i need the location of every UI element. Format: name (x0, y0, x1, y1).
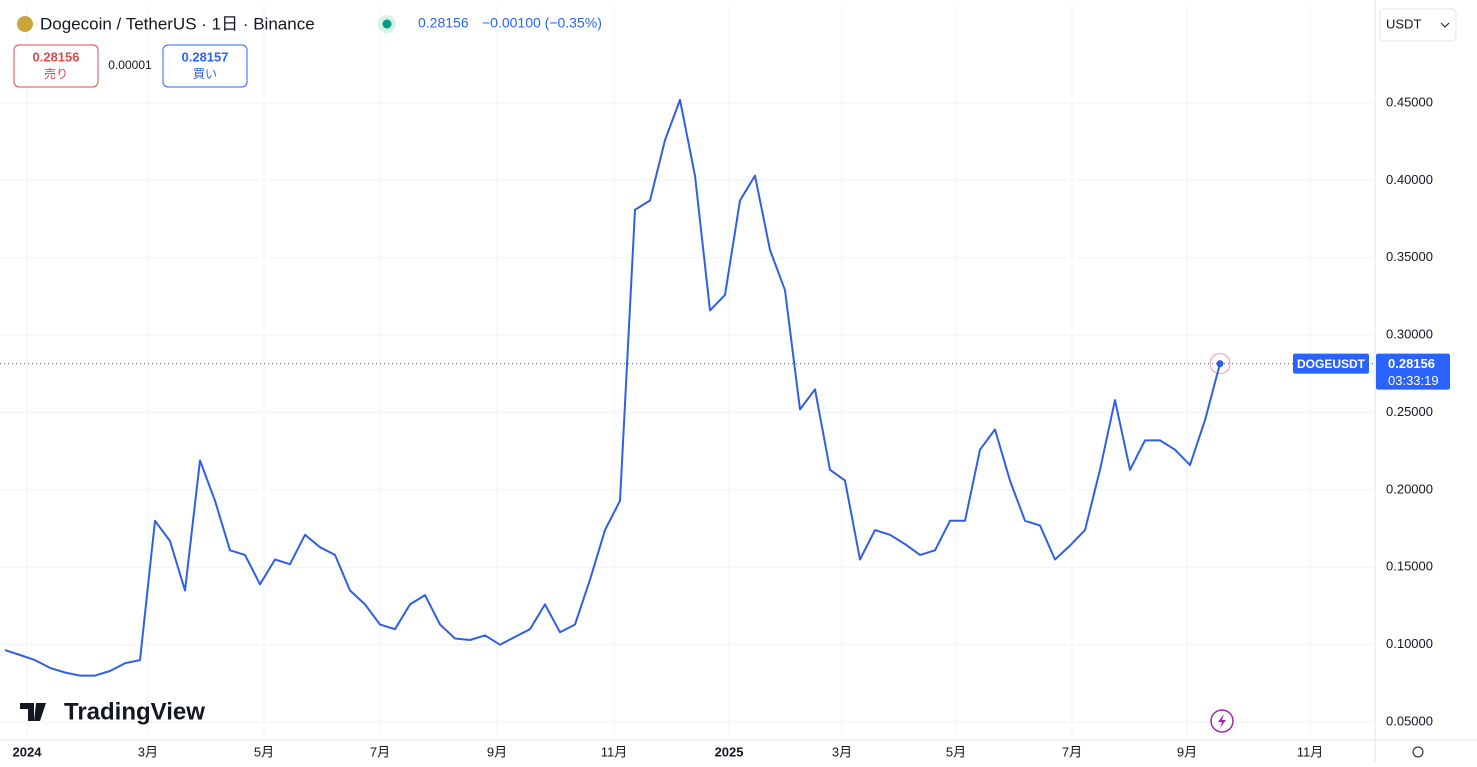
price-tag (1376, 353, 1450, 390)
status-dot (382, 19, 392, 29)
price-tag-value: 0.28156 (1388, 356, 1435, 371)
sell-button[interactable] (13, 44, 99, 88)
x-tick-label: 3月 (138, 744, 158, 759)
y-tick-label: 0.40000 (1386, 172, 1433, 187)
x-tick-label: 11月 (601, 744, 628, 759)
symbol-tag (1293, 353, 1369, 374)
currency: USDT (1386, 16, 1421, 31)
x-tick-label: 3月 (832, 744, 852, 759)
y-tick-label: 0.35000 (1386, 249, 1433, 264)
x-tick-label: 5月 (254, 744, 274, 759)
currency-select[interactable] (1379, 8, 1457, 42)
y-tick-label: 0.15000 (1386, 559, 1433, 574)
logo-icon (20, 703, 46, 721)
sell-label: 売り (44, 66, 68, 81)
buy-label: 買い (193, 67, 217, 81)
x-tick-label: 7月 (370, 744, 390, 759)
x-tick-label: 9月 (487, 744, 507, 759)
y-tick-label: 0.30000 (1386, 327, 1433, 342)
flash-glyph (1218, 714, 1226, 728)
y-tick-label: 0.45000 (1386, 94, 1433, 109)
y-tick-label: 0.10000 (1386, 636, 1433, 651)
price-line (4, 98, 1221, 677)
y-tick-label: 0.05000 (1386, 713, 1433, 728)
dropdown-arrow (1440, 22, 1450, 28)
x-tick-label: 9月 (1177, 744, 1197, 759)
buy-button[interactable] (162, 44, 248, 88)
symbol-title: Dogecoin / TetherUS · 1日 · Binance (40, 14, 315, 33)
last-price: 0.28156 (418, 15, 469, 31)
symbol-label: DOGEUSDT (1297, 357, 1366, 371)
countdown: 03:33:19 (1388, 373, 1439, 388)
price-change: −0.00100 (−0.35%) (482, 15, 602, 31)
x-tick-label: 2025 (715, 744, 744, 759)
logo: TradingView (64, 698, 205, 725)
x-tick-label: 2024 (13, 744, 43, 759)
y-tick-label: 0.20000 (1386, 481, 1433, 496)
x-tick-label: 7月 (1062, 744, 1082, 759)
buy-price: 0.28157 (182, 49, 229, 64)
settings-icon[interactable] (1412, 746, 1424, 758)
y-tick-label: 0.25000 (1386, 404, 1433, 419)
coin-icon (17, 16, 33, 32)
spread: 0.00001 (108, 58, 152, 72)
sell-price: 0.28156 (33, 49, 80, 64)
x-tick-label: 11月 (1297, 744, 1324, 759)
x-tick-label: 5月 (946, 744, 966, 759)
last-point-ring (1209, 353, 1231, 375)
